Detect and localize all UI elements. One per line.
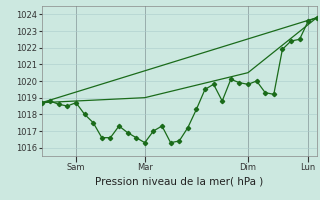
X-axis label: Pression niveau de la mer( hPa ): Pression niveau de la mer( hPa ) xyxy=(95,176,263,186)
